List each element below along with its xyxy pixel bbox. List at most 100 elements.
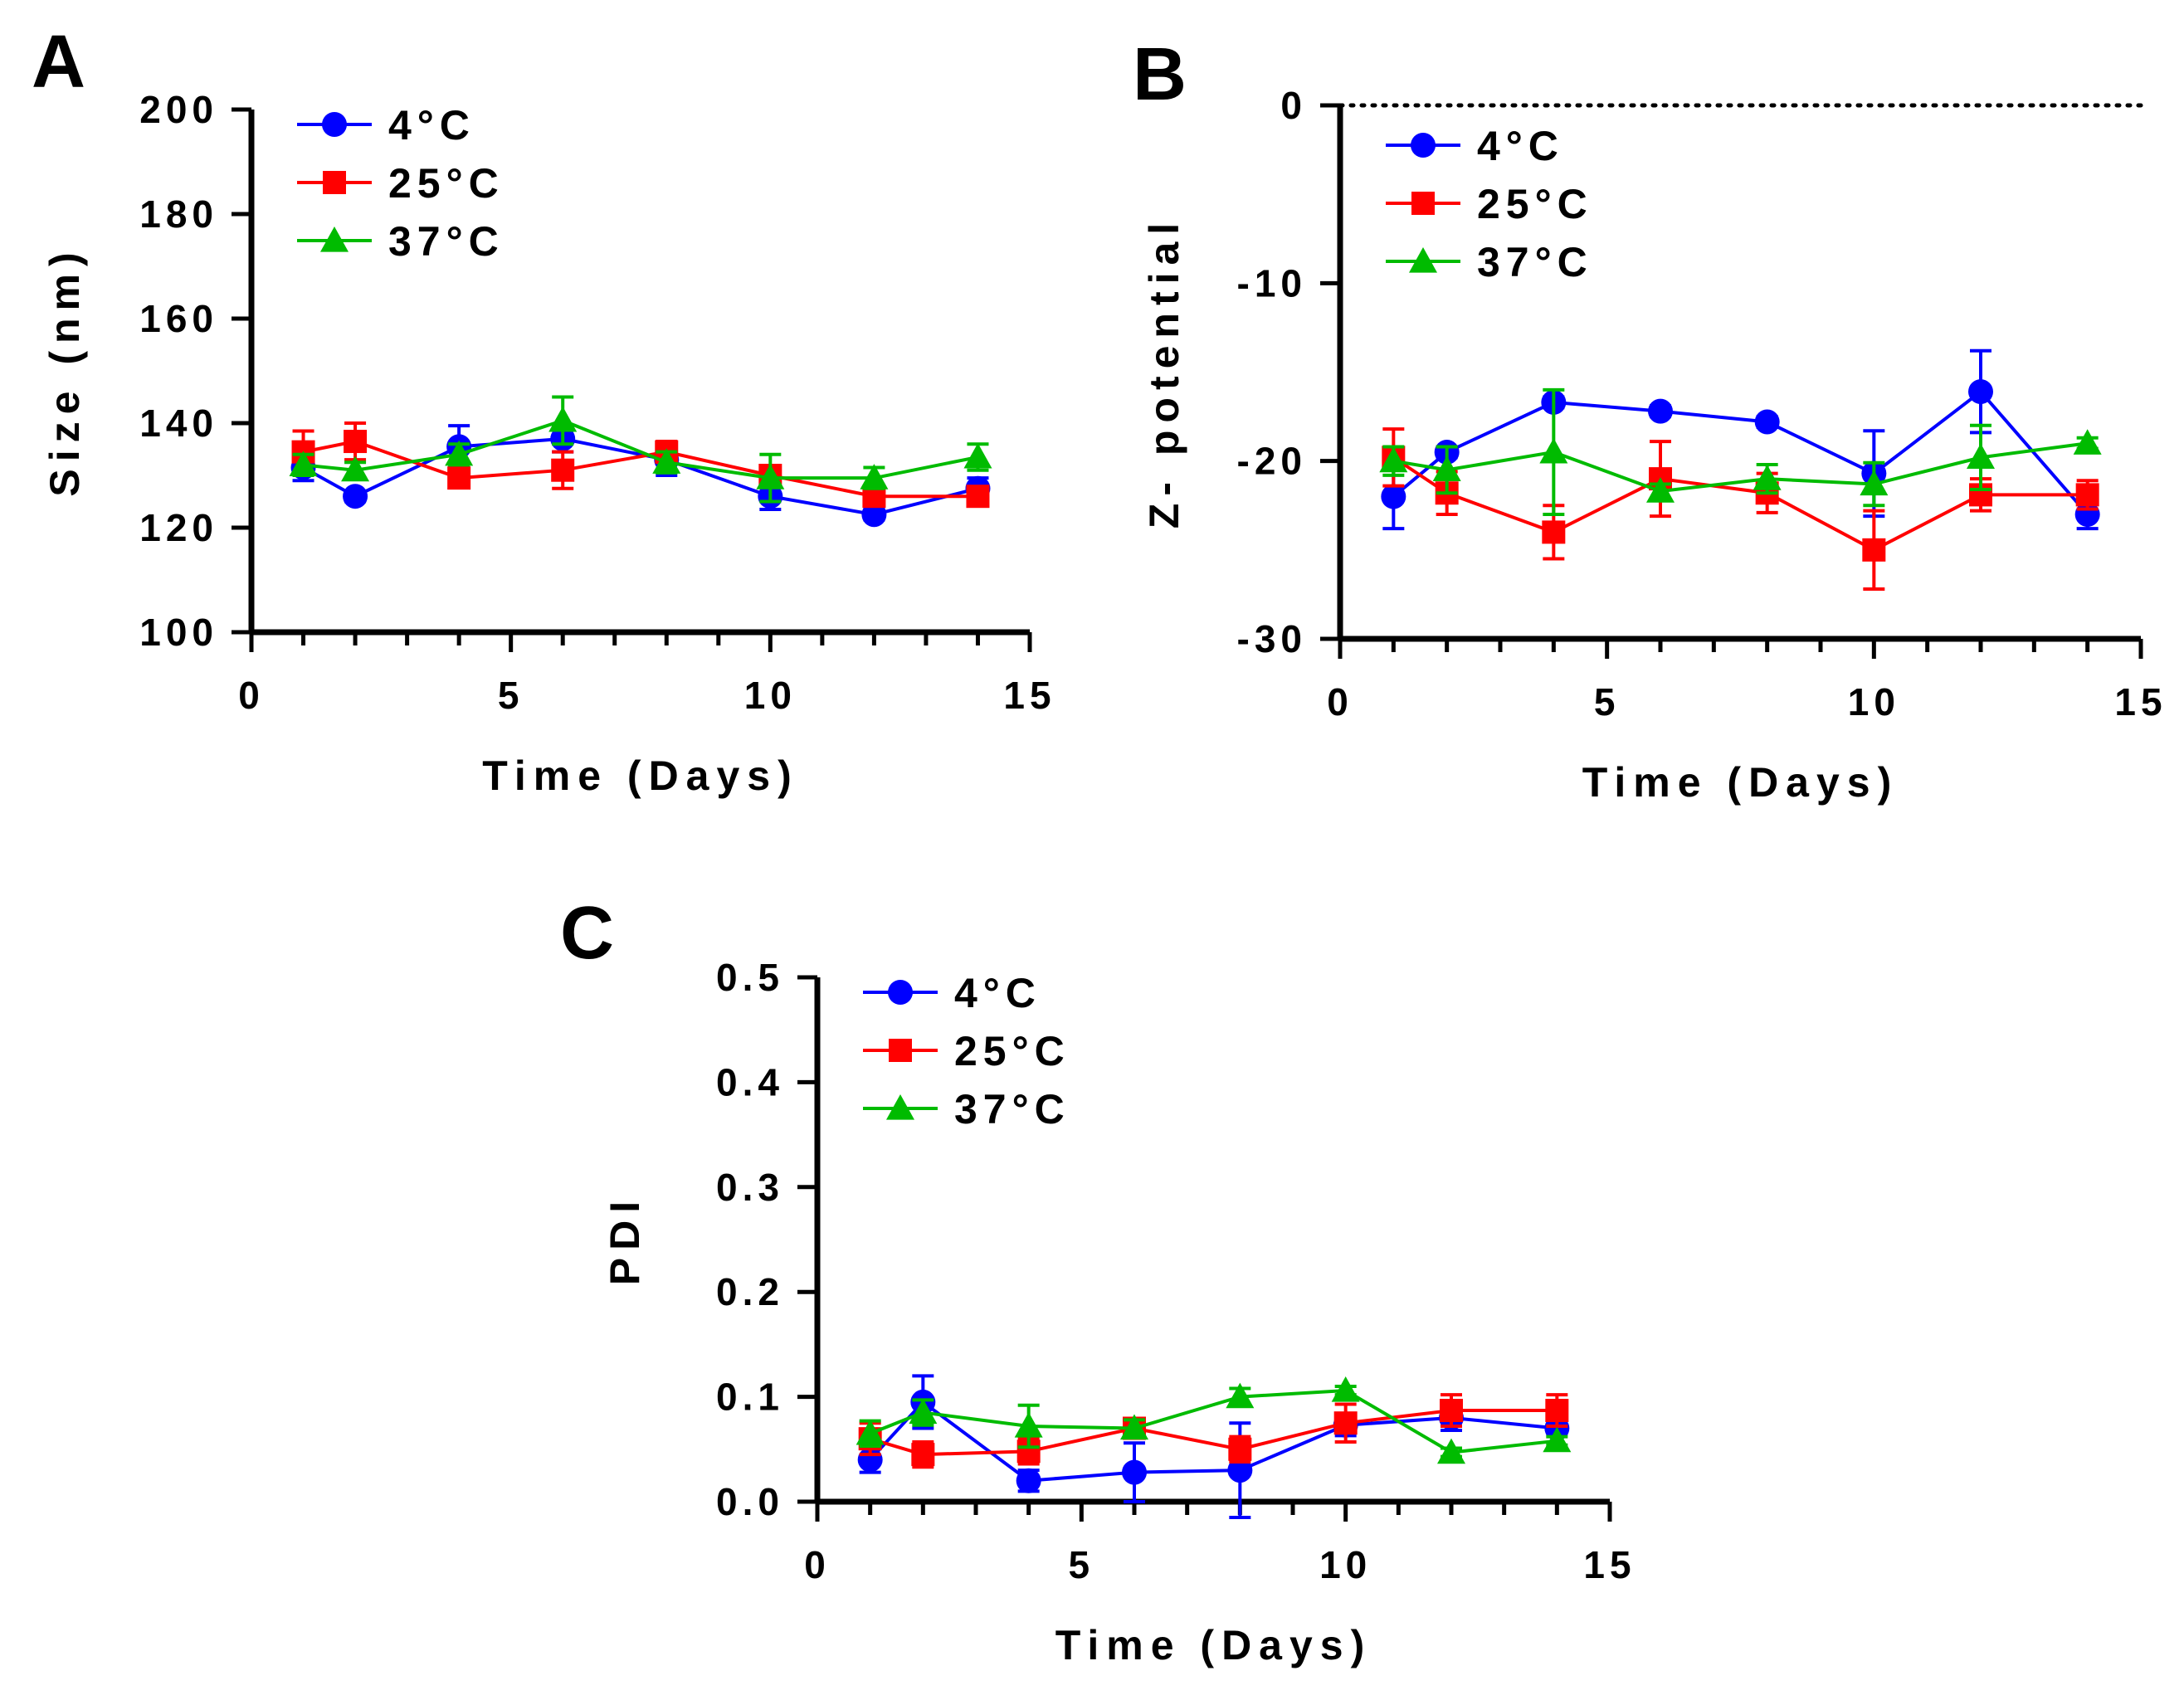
data-point — [1379, 446, 1408, 473]
data-point — [1014, 1411, 1043, 1438]
x-tick-label: 0 — [1327, 680, 1353, 723]
data-point — [1648, 398, 1673, 424]
series-37-c — [1379, 387, 2102, 516]
data-point — [1333, 1411, 1358, 1435]
x-axis-title: Time (Days) — [482, 753, 799, 799]
data-point — [1754, 409, 1780, 435]
data-point — [856, 1419, 885, 1445]
y-axis-title: Z- potential — [1141, 216, 1187, 528]
series-line — [303, 439, 978, 499]
legend-label: 37°C — [1477, 239, 1593, 285]
y-tick-label: 0.2 — [716, 1270, 784, 1313]
data-point — [1226, 1382, 1255, 1409]
panel-b: B 0 5 10 15 -30 -20 -10 0 Time (Days) Z- potential… — [1133, 33, 2162, 806]
y-tick-label: 120 — [139, 506, 218, 549]
data-point — [860, 464, 889, 490]
data-point — [447, 466, 471, 490]
legend: 4°C 25°C 37°C — [863, 970, 1070, 1132]
y-tick-label: 0 — [1280, 84, 1307, 127]
legend: 4°C 25°C 37°C — [1386, 123, 1593, 285]
data-point — [963, 442, 992, 469]
data-point — [548, 406, 578, 432]
panel-letter: C — [560, 892, 614, 975]
y-tick-label: -20 — [1237, 440, 1307, 483]
x-tick-label: 0 — [238, 674, 265, 717]
data-point — [911, 1443, 935, 1467]
data-point — [652, 448, 681, 474]
y-tick-label: 180 — [139, 192, 218, 236]
legend-label: 4°C — [1477, 123, 1564, 169]
data-point — [1539, 437, 1568, 464]
y-tick-label: -30 — [1237, 617, 1307, 660]
legend-marker — [323, 171, 346, 194]
data-point — [1860, 470, 1889, 496]
y-tick-label: 200 — [139, 88, 218, 131]
data-point — [1122, 1459, 1147, 1485]
y-axis-title: Size (nm) — [41, 245, 88, 496]
legend-label: 25°C — [1477, 181, 1593, 227]
legend-marker — [1409, 247, 1437, 273]
series-line — [869, 1388, 1558, 1454]
y-tick-label: 0.1 — [716, 1376, 784, 1419]
panel-letter: B — [1133, 33, 1187, 116]
series-line — [303, 418, 978, 480]
data-point — [2073, 429, 2102, 455]
x-tick-label: 5 — [498, 674, 524, 717]
panel-letter: A — [32, 21, 85, 104]
x-tick-label: 0 — [804, 1543, 831, 1586]
data-point — [1331, 1376, 1360, 1402]
legend-label: 25°C — [954, 1028, 1070, 1074]
legend-marker — [1411, 192, 1435, 215]
data-point — [551, 458, 575, 482]
panel-c: C 0 5 10 15 0.0 0.1 0.2 0.3 0.4 0.5 Time (Days) PDI 4… — [560, 892, 1636, 1668]
series-line — [1393, 441, 2088, 494]
x-tick-label: 5 — [1069, 1543, 1095, 1586]
data-point — [1432, 455, 1461, 481]
legend-label: 4°C — [954, 970, 1041, 1016]
data-point — [1227, 1458, 1253, 1483]
legend-marker — [320, 226, 349, 252]
data-point — [1381, 484, 1406, 509]
y-tick-label: 0.3 — [716, 1166, 784, 1209]
data-point — [1228, 1437, 1252, 1461]
data-point — [289, 451, 318, 476]
x-axis-title: Time (Days) — [1055, 1622, 1372, 1668]
y-tick-label: -10 — [1237, 261, 1307, 304]
legend-marker — [888, 980, 913, 1005]
legend-label: 37°C — [388, 218, 505, 265]
data-point — [756, 464, 785, 490]
data-point — [1968, 379, 1993, 405]
x-tick-label: 5 — [1594, 680, 1621, 723]
legend-marker — [322, 112, 347, 137]
data-point — [1967, 443, 1995, 469]
legend: 4°C 25°C 37°C — [297, 102, 505, 265]
series-37-c — [289, 395, 992, 504]
data-point — [2075, 483, 2099, 507]
data-point — [861, 502, 887, 528]
data-point — [1120, 1414, 1148, 1440]
data-point — [1440, 1399, 1463, 1423]
data-point — [1543, 1426, 1572, 1453]
data-point — [1862, 538, 1886, 562]
data-point — [343, 484, 368, 509]
data-point — [445, 440, 474, 466]
data-point — [909, 1398, 938, 1425]
legend-label: 4°C — [388, 102, 475, 149]
legend-marker — [1411, 133, 1436, 158]
data-point — [1016, 1468, 1041, 1493]
data-point — [341, 455, 370, 482]
data-point — [1753, 465, 1782, 490]
x-axis-title: Time (Days) — [1582, 759, 1899, 806]
x-tick-label: 15 — [1583, 1543, 1636, 1586]
y-axis-title: PDI — [602, 1194, 648, 1285]
data-point — [966, 485, 990, 509]
legend-marker — [889, 1039, 912, 1062]
x-tick-label: 10 — [744, 674, 797, 717]
series-line — [302, 436, 978, 517]
panel-a: A 0 5 10 15 100 120 140 160 180 200 Time (Days) Size… — [32, 21, 1051, 799]
data-point — [344, 430, 368, 454]
legend-label: 25°C — [388, 160, 505, 207]
data-point — [1542, 520, 1566, 544]
